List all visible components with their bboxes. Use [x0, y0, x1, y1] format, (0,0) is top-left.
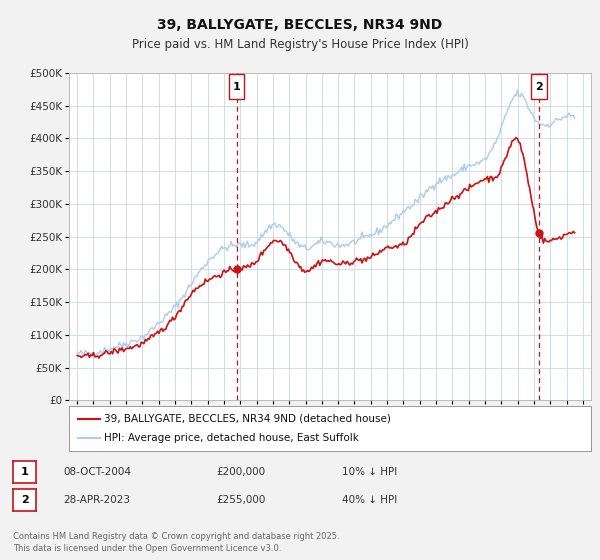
Text: 39, BALLYGATE, BECCLES, NR34 9ND: 39, BALLYGATE, BECCLES, NR34 9ND — [157, 18, 443, 32]
Text: Price paid vs. HM Land Registry's House Price Index (HPI): Price paid vs. HM Land Registry's House … — [131, 38, 469, 52]
FancyBboxPatch shape — [532, 74, 547, 99]
Text: HPI: Average price, detached house, East Suffolk: HPI: Average price, detached house, East… — [104, 433, 359, 444]
Text: 2: 2 — [21, 495, 28, 505]
Text: £255,000: £255,000 — [216, 494, 265, 505]
Text: £200,000: £200,000 — [216, 466, 265, 477]
FancyBboxPatch shape — [229, 74, 244, 99]
Text: 1: 1 — [233, 82, 241, 92]
Text: Contains HM Land Registry data © Crown copyright and database right 2025.
This d: Contains HM Land Registry data © Crown c… — [13, 533, 340, 553]
Text: 08-OCT-2004: 08-OCT-2004 — [63, 466, 131, 477]
Text: 2: 2 — [535, 82, 543, 92]
Text: 39, BALLYGATE, BECCLES, NR34 9ND (detached house): 39, BALLYGATE, BECCLES, NR34 9ND (detach… — [104, 413, 391, 423]
Text: 10% ↓ HPI: 10% ↓ HPI — [342, 466, 397, 477]
Text: 28-APR-2023: 28-APR-2023 — [63, 494, 130, 505]
Text: 40% ↓ HPI: 40% ↓ HPI — [342, 494, 397, 505]
Text: 1: 1 — [21, 467, 28, 477]
